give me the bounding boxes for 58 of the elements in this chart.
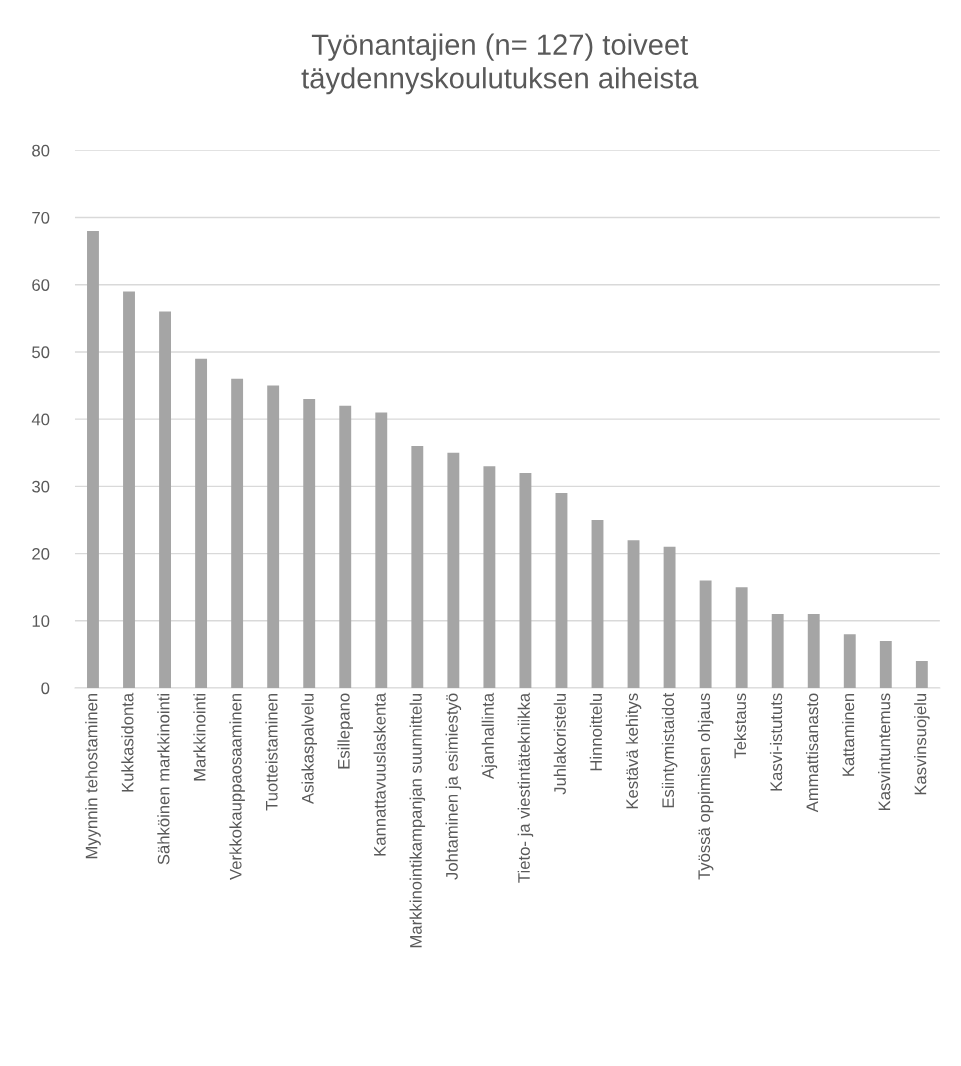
x-tick-label: Kattaminen — [842, 693, 855, 776]
x-tick-label: Kasvinsuojelu — [914, 693, 930, 795]
x-tick-label: Kasvintuntemus — [878, 693, 891, 811]
bar — [231, 378, 244, 688]
x-tick-label: Kukkasidonta — [121, 692, 134, 792]
bar — [915, 661, 928, 688]
x-tick-label: Kestävä kehitys — [625, 693, 642, 809]
bar — [843, 634, 856, 688]
bar — [447, 452, 460, 688]
y-tick-label: 50 — [32, 346, 50, 359]
x-tick-label: Markkinointikampanjan suunnittelu — [409, 693, 426, 948]
x-tick-label: Johtaminen ja esimiestyö — [445, 693, 462, 880]
x-tick-label: Hinnoittelu — [589, 693, 602, 771]
y-tick-label: 70 — [32, 211, 50, 224]
bar — [483, 466, 496, 688]
x-tick-label: Ammattisanasto — [805, 693, 819, 813]
x-tick-label: Esillepano — [337, 693, 354, 769]
bar — [411, 446, 424, 688]
y-tick-label: 40 — [31, 413, 50, 426]
x-tick-label: Työssä oppimisen ohjaus — [697, 693, 714, 880]
x-tick-label: Tieto- ja viestintätekniikka — [517, 692, 534, 883]
bar — [771, 614, 784, 688]
x-tick-label: Kasvi-istututs — [769, 693, 783, 791]
bar — [663, 546, 676, 688]
chart-title: Työnantajien (n= 127) toiveet täydennyskoulutuksen aiheista — [301, 33, 699, 95]
y-tick-label: 0 — [41, 682, 50, 695]
bar — [159, 311, 171, 688]
bar — [735, 587, 748, 688]
y-tick-label: 30 — [32, 480, 50, 493]
x-tick-label: Ajanhallinta — [481, 692, 498, 779]
x-tick-label: Juhlakoristelu — [553, 693, 566, 795]
bar — [591, 519, 604, 688]
x-tick-label: Myynnin tehostaminen — [85, 693, 101, 859]
x-tick-label: Tuotteistaminen — [265, 693, 278, 811]
y-tick-label: 10 — [32, 615, 50, 627]
y-tick-label: 80 — [32, 144, 50, 157]
x-tick-label: Esiintymistaidot — [661, 692, 678, 808]
bar — [879, 640, 892, 688]
x-tick-label: Tekstaus — [733, 693, 747, 759]
x-tick-label: Markkinointi — [193, 693, 206, 781]
x-tick-label: Verkkokauppaosaaminen — [229, 693, 245, 880]
bar — [375, 412, 388, 688]
bar — [303, 398, 316, 688]
x-tick-label: Sähköinen markkinointi — [157, 693, 170, 865]
bar — [195, 358, 208, 688]
y-tick-label: 60 — [32, 279, 50, 291]
bar — [339, 405, 352, 688]
bar — [555, 493, 568, 688]
bar — [267, 385, 280, 688]
bar — [699, 580, 712, 688]
bar — [807, 614, 820, 688]
y-tick-label: 20 — [32, 547, 50, 560]
bar — [519, 472, 532, 688]
x-tick-label: Asiakaspalvelu — [301, 693, 317, 804]
x-tick-label: Kannattavuuslaskenta — [373, 692, 386, 856]
bar — [627, 540, 640, 688]
bar — [123, 291, 135, 688]
bar — [87, 230, 99, 688]
